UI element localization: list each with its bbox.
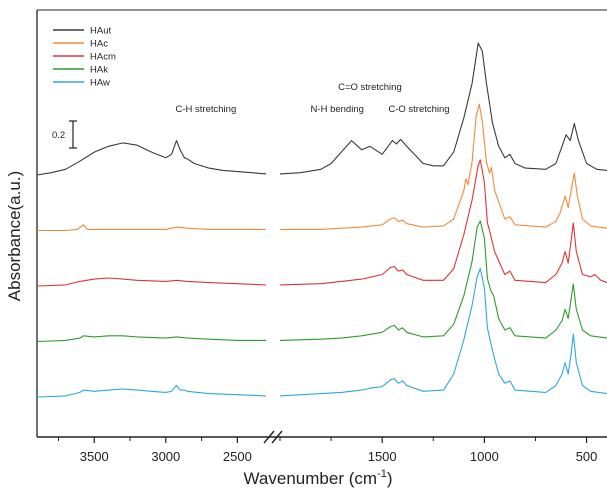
annotations: C-H stretching N-H bending C=O stretching C…	[176, 82, 450, 115]
x-tick-label: 1000	[470, 449, 499, 464]
series-line-hac-seg1	[37, 224, 266, 232]
x-axis-title-main: Wavenumber (cm	[244, 469, 378, 488]
series-line-hak-seg2	[279, 220, 607, 341]
series-line-hak-seg1	[36, 335, 266, 343]
x-tick-label: 2500	[223, 449, 252, 464]
legend-label-haut: HAut	[90, 26, 111, 37]
scale-bar-label: 0.2	[52, 130, 65, 141]
series-line-hac-seg2	[280, 103, 607, 230]
annotation-c-h-stretching: C-H stretching	[176, 104, 237, 115]
x-axis-title-close: )	[387, 469, 393, 488]
legend-label-hak: HAk	[90, 65, 108, 76]
axis-break-marks	[263, 430, 283, 444]
series-line-haw-seg1	[36, 384, 267, 398]
x-tick-label: 3000	[151, 449, 180, 464]
legend: HAut HAc HAcm HAk HAw	[53, 26, 116, 89]
legend-label-hacm: HAcm	[90, 52, 116, 63]
series-line-hacm-seg2	[279, 159, 607, 286]
series-lines	[36, 42, 607, 398]
x-ticks: 3500 3000 2500 1500 1000 500	[57, 437, 598, 464]
annotation-c-o-stretching: C-O stretching	[388, 104, 449, 115]
series-line-haw-seg2	[279, 267, 607, 397]
series-line-haut-seg1	[36, 140, 267, 176]
scale-bar: 0.2	[52, 120, 77, 149]
x-tick-label: 500	[576, 449, 598, 464]
x-tick-label: 3500	[80, 449, 109, 464]
legend-label-hac: HAc	[90, 39, 108, 50]
series-line-haut-seg2	[279, 42, 607, 175]
x-tick-label: 1500	[368, 449, 397, 464]
x-axis-title-sup: -1	[377, 468, 387, 480]
annotation-n-h-bending: N-H bending	[311, 104, 364, 115]
series-line-hacm-seg1	[36, 277, 267, 287]
legend-label-haw: HAw	[90, 78, 110, 89]
y-axis-title: Absorbance(a.u.)	[5, 171, 24, 301]
annotation-c-o-stretching: C=O stretching	[338, 82, 402, 93]
x-axis-title: Wavenumber (cm-1)	[244, 468, 393, 488]
